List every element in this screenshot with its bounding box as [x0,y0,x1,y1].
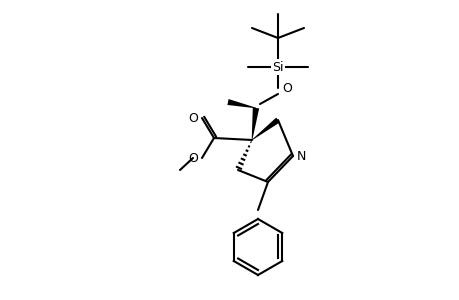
Text: O: O [188,152,197,164]
Text: Si: Si [272,61,283,74]
Text: O: O [188,112,197,124]
Polygon shape [251,118,279,140]
Polygon shape [227,99,256,108]
Text: N: N [297,149,306,163]
Polygon shape [251,108,258,140]
Text: O: O [281,82,291,94]
